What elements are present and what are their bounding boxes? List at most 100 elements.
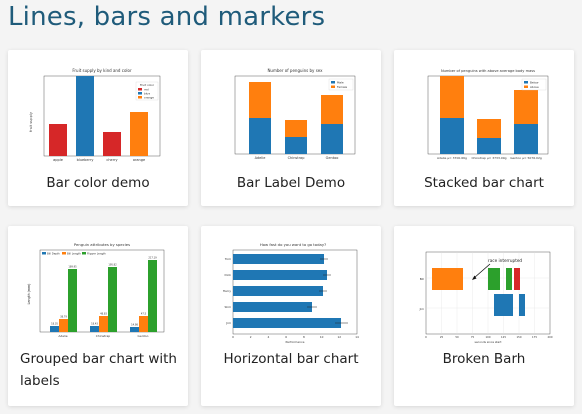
legend-entry-blue: blue [144,91,150,95]
bar-chinstrap-bill-depth [90,326,99,332]
bar-harry [233,286,323,296]
x-tick-label: 8 [303,335,305,339]
bar-adelie-below [440,118,464,154]
bar-blueberry [76,76,94,156]
y-tick-label: Slim [225,305,232,309]
chart-title: Number of penguins by sex [267,68,323,73]
x-tick-label: 75 [471,335,475,339]
card-label: Bar color demo [46,175,150,191]
legend-entry-above: Above [530,85,539,89]
bar-segment-jim-blue [494,294,513,316]
x-tick-label: Chinstrap [96,334,111,338]
y-tick-label: Dick [224,273,231,277]
y-tick-label: Jim [225,321,231,325]
bar-slim [233,302,312,312]
data-label: 47.5 [141,313,147,316]
gallery-card-stacked-bar-chart[interactable]: Number of penguins with above average bo… [394,50,574,206]
x-tick-label: 6 [285,335,287,339]
data-label: 217.19 [148,257,157,260]
legend-entry: Bill Length [67,251,81,255]
bar-gentoo-above [514,90,538,124]
legend-entry: Bill Depth [47,251,60,255]
bar-apple [49,124,67,156]
legend-entry-orange: orange [144,95,154,99]
data-label: 48.83 [100,313,107,316]
x-tick-label: 4 [268,335,270,339]
chart-title: Number of penguins with above average bo… [441,69,535,73]
bar-chinstrap-above [477,119,501,138]
y-axis-label: Length (mm) [27,284,31,305]
bar-gentoo-male [321,124,343,154]
legend-entry-below: Below [530,80,539,84]
y-tick-label: Harry [223,289,232,293]
x-tick-label: apple [53,158,63,162]
x-tick-label: 14 [355,335,359,339]
data-label: 18.43 [91,323,98,326]
bar-chinstrap-below [477,138,501,154]
chart-title: How fast do you want to go today? [260,242,326,247]
card-label: Broken Barh [442,351,526,367]
y-tick-label: Tom [224,257,231,261]
annotation-text: race interrupted [488,258,522,263]
bar-segment-bill-green [488,268,500,290]
bar-adelie-male [249,118,271,154]
x-tick-label: Gentoo [326,156,339,160]
gallery-card-bar-color-demo[interactable]: Fruit supply by kind and color fruit sup… [8,50,188,206]
bar-dick [233,270,327,280]
x-tick-label: 25 [440,335,444,339]
x-tick-label: 10 [320,335,324,339]
x-tick-label: 0 [425,335,427,339]
thumbnail-grouped-bar-chart: Penguin attributes by species Length (mm… [18,238,178,344]
bar-gentoo-below [514,124,538,154]
x-tick-label: blueberry [77,158,94,162]
x-tick-label: 150 [517,335,522,339]
thumbnail-bar-color-demo: Fruit supply by kind and color fruit sup… [18,62,178,168]
bar-adelie-above [440,76,464,118]
bar-gentoo-bill-depth [130,327,139,332]
bar-segment-bill-red [514,268,520,290]
annotation-arrow [473,263,491,279]
card-label: Stacked bar chart [424,175,544,191]
grid [426,252,550,334]
gallery-card-broken-barh[interactable]: race interrupted Bill Jim 0 25 50 75 100… [394,226,574,406]
thumbnail-stacked-bar-chart: Number of penguins with above average bo… [404,62,564,168]
legend-entry-red: red [144,87,149,91]
bar-segment-bill-green [506,268,512,290]
x-tick-label: Chinstrap μ= 3733.09g [471,156,506,160]
x-tick-label: Chinstrap [288,156,306,160]
x-tick-label: 100 [486,335,491,339]
data-label: 38.79 [60,316,67,319]
card-label: Grouped bar chart with labels [20,351,177,389]
x-tick-label: Gentoo [138,334,149,338]
chart-title: Fruit supply by kind and color [72,68,132,73]
x-tick-label: 0 [232,335,234,339]
chart-title: Penguin attributes by species [74,242,130,247]
legend-title: Fruit color [140,83,155,87]
x-tick-label: orange [133,158,145,162]
x-tick-label: cherry [106,158,117,162]
legend: Below Above [521,78,547,91]
bar-chinstrap-male [285,137,307,154]
x-axis-label: seconds since start [475,340,503,344]
gallery-card-grouped-bar-chart[interactable]: Penguin attributes by species Length (mm… [8,226,188,406]
x-axis-label: Performance [285,340,304,344]
x-tick-label: 200 [548,335,553,339]
bar-gentoo-bill-length [139,316,148,332]
thumbnail-broken-barh: race interrupted Bill Jim 0 25 50 75 100… [404,238,564,344]
data-label: 18.35 [51,323,58,326]
legend-entry-male: Male [337,80,344,84]
bar-gentoo-female [321,95,343,124]
x-tick-label: 2 [250,335,252,339]
x-tick-label: 50 [455,335,459,339]
x-tick-label: Adelie [255,156,266,160]
gallery-card-horizontal-bar-chart[interactable]: How fast do you want to go today? Tom Di… [201,226,381,406]
gallery-card-bar-label-demo[interactable]: Number of penguins by sex Male Female Ad… [201,50,381,206]
bar-gentoo-flipper-length [148,260,157,332]
x-tick-label: 175 [532,335,537,339]
bar-adelie-female [249,82,271,118]
legend-entry-female: Female [337,85,347,89]
bar-adelie-flipper-length [68,269,77,332]
annotation-arrowhead [472,275,477,280]
x-tick-label: 12 [338,335,342,339]
y-tick-label: Bill [420,277,424,281]
